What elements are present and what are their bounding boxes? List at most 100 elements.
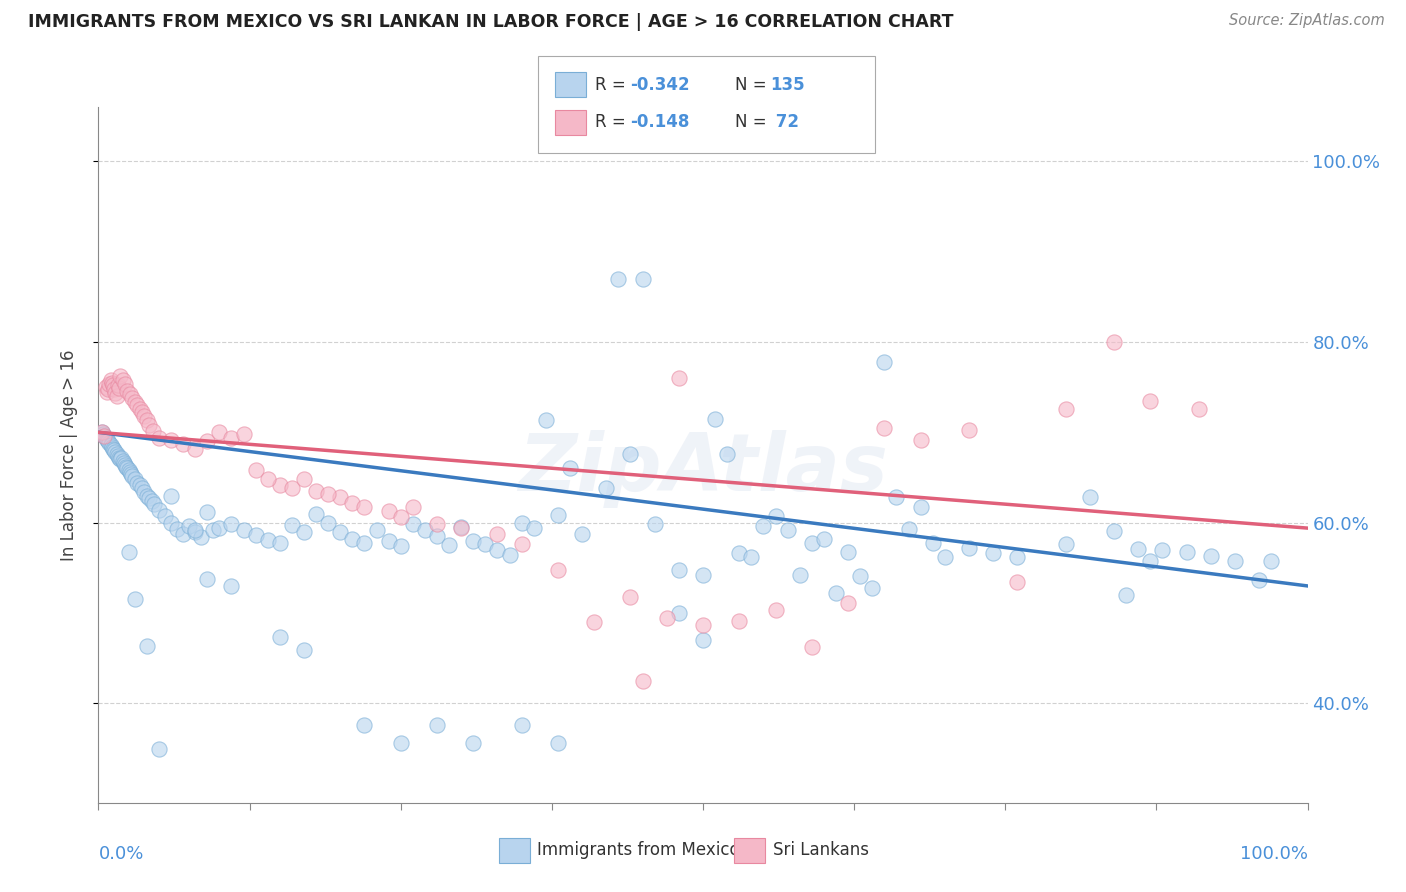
Point <box>389 510 412 524</box>
Point <box>813 532 835 546</box>
Point <box>740 549 762 564</box>
Point <box>108 381 131 395</box>
Point <box>957 423 980 437</box>
Point <box>110 450 132 465</box>
Text: Sri Lankans: Sri Lankans <box>773 841 869 859</box>
Point <box>752 519 775 533</box>
Point <box>134 409 156 423</box>
Point <box>402 517 425 532</box>
Point <box>1152 542 1174 557</box>
Point <box>108 452 131 467</box>
Point <box>1139 393 1161 408</box>
Point <box>269 536 291 550</box>
Point <box>644 517 666 532</box>
Point <box>1249 573 1271 587</box>
Point <box>897 522 920 536</box>
Point <box>184 523 207 537</box>
Point <box>138 491 160 506</box>
Point <box>91 425 114 440</box>
Point <box>668 371 690 385</box>
Point <box>232 523 254 537</box>
Point <box>105 447 128 461</box>
Point <box>776 523 799 537</box>
Point <box>97 382 120 396</box>
Point <box>134 485 156 500</box>
Point <box>190 530 212 544</box>
Point <box>728 614 751 628</box>
Point <box>115 459 138 474</box>
Text: ZipAtlas: ZipAtlas <box>517 430 889 508</box>
Point <box>245 528 267 542</box>
Text: N =: N = <box>735 113 772 131</box>
Point <box>825 586 848 600</box>
Point <box>245 463 267 477</box>
Point <box>607 271 630 285</box>
Point <box>523 521 546 535</box>
Point <box>281 481 304 495</box>
Point <box>100 438 122 452</box>
Point <box>269 630 291 644</box>
Point <box>121 391 143 405</box>
Point <box>107 449 129 463</box>
Point <box>98 436 121 450</box>
Point <box>94 380 117 394</box>
Point <box>534 412 557 426</box>
Point <box>655 611 678 625</box>
Point <box>547 563 569 577</box>
Point <box>108 369 131 384</box>
Point <box>221 431 243 445</box>
Point <box>849 569 872 583</box>
Point <box>135 489 157 503</box>
Point <box>668 606 690 620</box>
Point <box>114 376 136 391</box>
Point <box>571 527 593 541</box>
Point <box>426 718 449 732</box>
Point <box>108 450 131 465</box>
Point <box>981 545 1004 559</box>
Point <box>93 429 115 443</box>
Point <box>728 545 751 559</box>
Text: Immigrants from Mexico: Immigrants from Mexico <box>537 841 740 859</box>
Point <box>837 544 859 558</box>
Point <box>111 454 134 468</box>
Point <box>474 537 496 551</box>
Point <box>389 539 412 553</box>
Point <box>1260 554 1282 568</box>
Point <box>1199 549 1222 563</box>
Text: 72: 72 <box>770 113 800 131</box>
Text: 135: 135 <box>770 76 806 94</box>
Point <box>873 421 896 435</box>
Point <box>96 384 118 399</box>
Point <box>195 572 218 586</box>
Point <box>692 617 714 632</box>
Point <box>179 519 201 533</box>
Point <box>800 640 823 655</box>
Point <box>143 497 166 511</box>
Point <box>1139 554 1161 568</box>
Point <box>104 445 127 459</box>
Point <box>208 521 231 535</box>
Point <box>463 736 485 750</box>
Point <box>1115 588 1137 602</box>
Point <box>716 447 738 461</box>
Point <box>342 532 364 546</box>
Point <box>860 581 883 595</box>
Point <box>91 425 114 440</box>
Text: -0.148: -0.148 <box>630 113 689 131</box>
Point <box>619 447 641 461</box>
Point <box>510 516 533 530</box>
Point <box>141 494 163 508</box>
Point <box>104 385 127 400</box>
Point <box>114 458 136 472</box>
Point <box>124 472 146 486</box>
Point <box>124 591 146 606</box>
Point <box>100 440 122 454</box>
Point <box>886 491 908 505</box>
Y-axis label: In Labor Force | Age > 16: In Labor Force | Age > 16 <box>59 349 77 561</box>
Point <box>142 424 165 438</box>
Point <box>486 527 509 541</box>
Point <box>547 736 569 750</box>
Point <box>117 384 139 398</box>
Point <box>93 429 115 443</box>
Point <box>1102 334 1125 349</box>
